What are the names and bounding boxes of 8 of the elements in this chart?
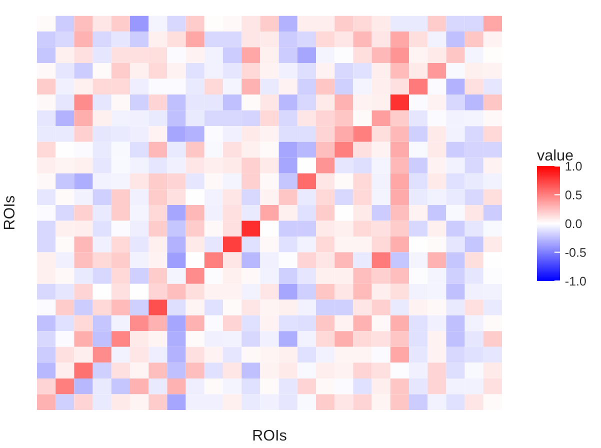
color-bar-label: -1.0 (565, 276, 586, 286)
color-bar-label: 1.0 (566, 162, 582, 171)
color-bar-label: -0.5 (565, 248, 586, 257)
x-axis-title: ROIs (253, 430, 286, 441)
color-bar-label: 0.5 (565, 190, 582, 200)
color-bar-title: value (537, 149, 573, 161)
color-bar-label: 0.0 (565, 219, 582, 228)
y-axis-title: ROIs (4, 196, 15, 229)
